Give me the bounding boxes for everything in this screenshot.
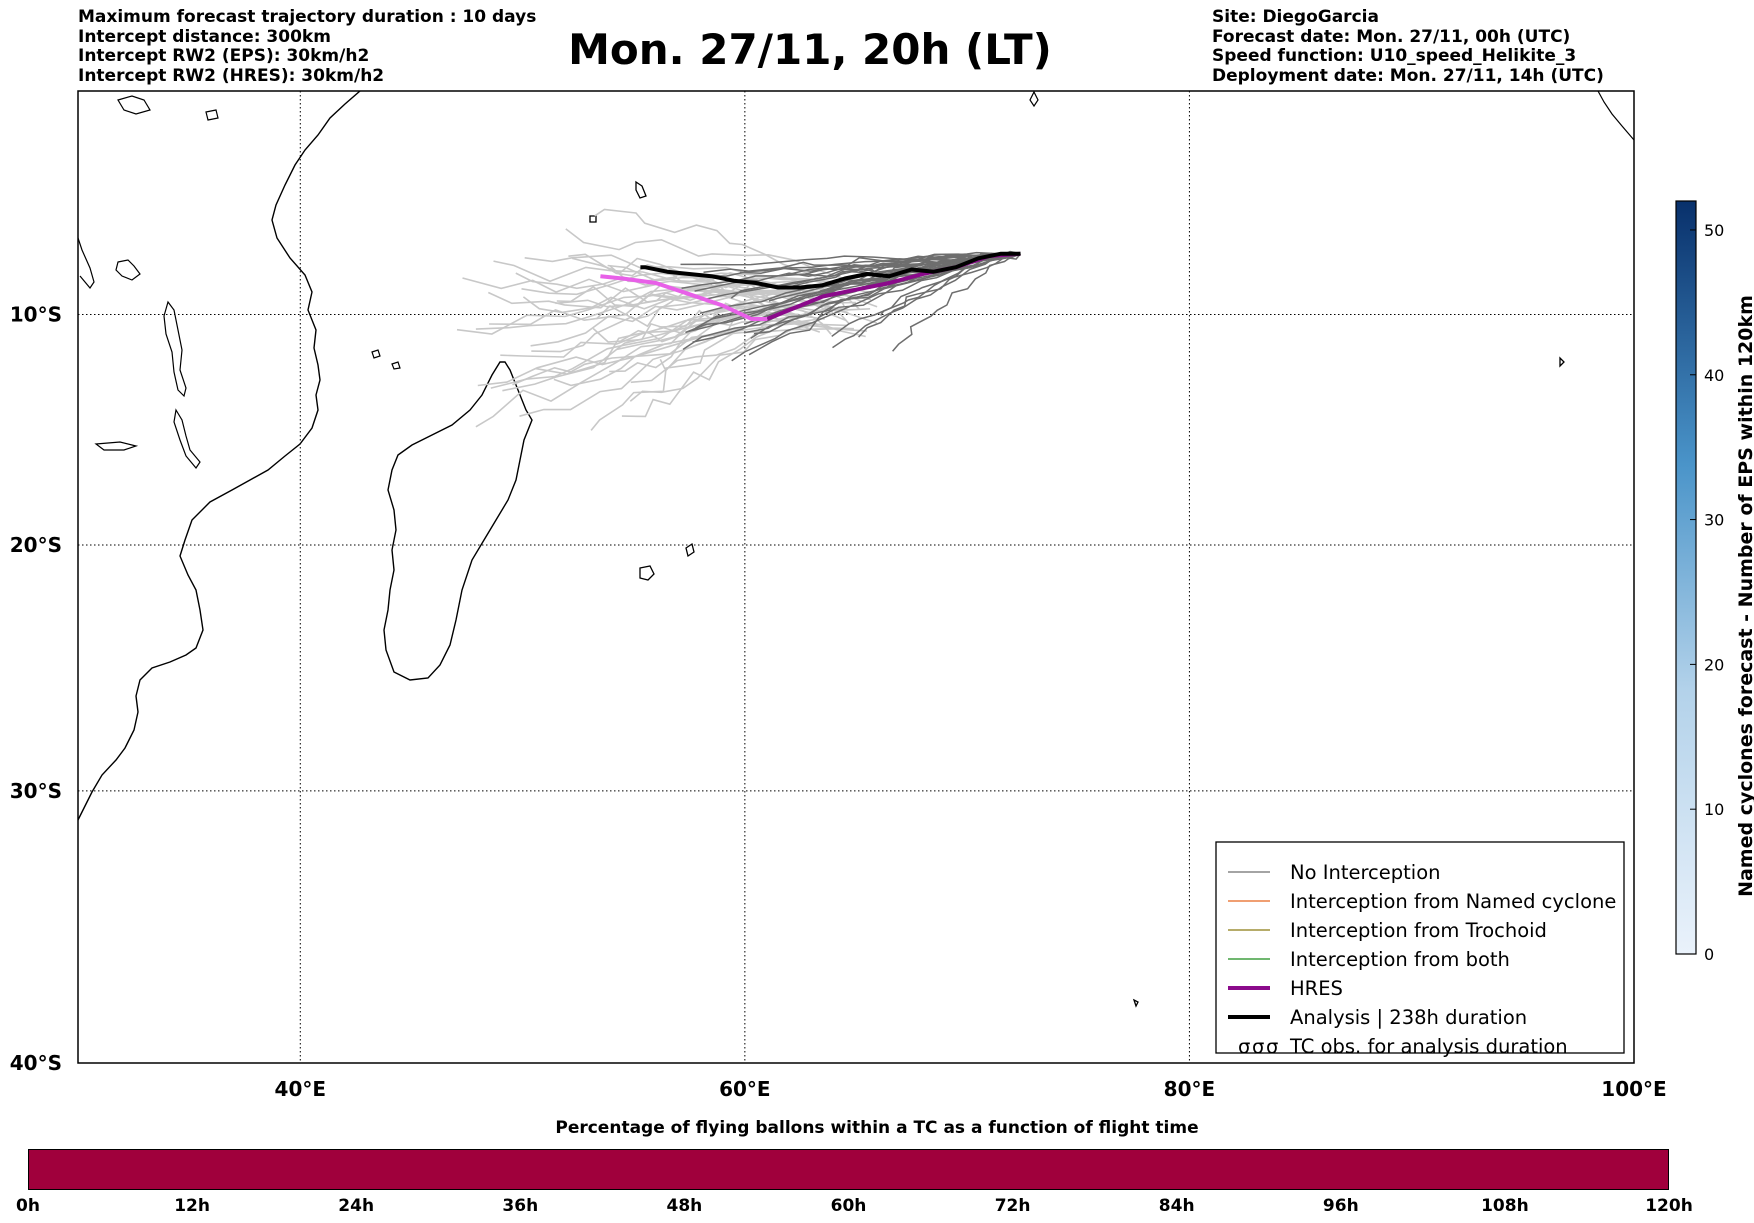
- time-bar-tick-label: 24h: [338, 1196, 375, 1216]
- header-left-line: Intercept distance: 300km: [78, 26, 331, 47]
- eps-trajectory: [858, 253, 1021, 338]
- coastline-amsterdam: [1132, 998, 1139, 1008]
- legend-box: [1215, 841, 1625, 1054]
- time-bar-tick-label: 96h: [1322, 1196, 1359, 1216]
- eps-trajectory: [553, 302, 832, 387]
- cyclone-icon: σ: [1238, 1035, 1250, 1058]
- eps-trajectory: [519, 309, 835, 417]
- time-bar: [28, 1149, 1669, 1190]
- header-right-line: Forecast date: Mon. 27/11, 00h (UTC): [1212, 26, 1571, 47]
- longitude-tick-label: 80°E: [1164, 1077, 1216, 1101]
- legend-label: No Interception: [1290, 861, 1441, 884]
- longitude-tick-label: 40°E: [275, 1077, 327, 1101]
- coastline-lake-malawi: [173, 408, 201, 470]
- time-bar-tick-label: 84h: [1158, 1196, 1195, 1216]
- time-bar-tick-label: 48h: [666, 1196, 703, 1216]
- header-right-line: Deployment date: Mon. 27/11, 14h (UTC): [1212, 65, 1604, 86]
- longitude-labels: 40°E 60°E 80°E 100°E: [275, 1077, 1667, 1101]
- eps-trajectory: [892, 253, 1021, 352]
- map-gridlines: [78, 91, 1634, 1063]
- eps-trajectory: [685, 253, 1021, 334]
- coastline-madagascar: [383, 361, 533, 681]
- eps-trajectory: [594, 208, 834, 287]
- coastline-maldives: [1029, 91, 1039, 108]
- eps-trajectory: [531, 292, 801, 353]
- legend-label: Interception from Named cyclone: [1290, 890, 1616, 913]
- colorbar-tick-label: 20: [1704, 655, 1724, 674]
- coastline-cocos: [1559, 356, 1565, 368]
- cyclone-icon: σ: [1266, 1035, 1278, 1058]
- eps-trajectory: [693, 253, 1021, 278]
- analysis-trajectory: [640, 251, 1021, 290]
- longitude-tick-label: 60°E: [719, 1077, 771, 1101]
- eps-trajectory: [521, 272, 872, 296]
- time-bar-tick-label: 0h: [16, 1196, 40, 1216]
- coastline-lake-kariba: [94, 441, 139, 451]
- latitude-tick-label: 10°S: [10, 303, 62, 327]
- time-bar-tick-label: 60h: [830, 1196, 867, 1216]
- hres-trajectory-late: [600, 274, 768, 321]
- time-bar-title: Percentage of flying ballons within a TC…: [555, 1118, 1199, 1138]
- coastline-seychelles: [589, 180, 647, 223]
- coastline-lake-tanganyika: [163, 300, 187, 398]
- header-right-line: Site: DiegoGarcia: [1212, 7, 1379, 27]
- eps-trajectory: [515, 272, 799, 316]
- colorbar-tick-label: 50: [1704, 221, 1724, 240]
- map-title: Mon. 27/11, 20h (LT): [568, 25, 1052, 74]
- legend-label: Analysis | 238h duration: [1290, 1006, 1527, 1029]
- latitude-tick-label: 20°S: [10, 533, 62, 557]
- eps-trajectory: [477, 327, 867, 387]
- coastline-comoros: [371, 349, 401, 370]
- header-left-line: Intercept RW2 (EPS): 30km/h2: [78, 46, 370, 66]
- colorbar-named-cyclones: 0 10 20 30 40 50 Named cyclones forecast - Nu…: [1675, 200, 1754, 964]
- map-frame: [77, 90, 1635, 1064]
- colorbar-gradient: [1675, 200, 1697, 955]
- header-info-right: Site: DiegoGarcia Forecast date: Mon. 27…: [1212, 7, 1604, 86]
- time-bar-tick-label: 72h: [994, 1196, 1031, 1216]
- header-info-left: Maximum forecast trajectory duration : 1…: [78, 7, 537, 86]
- time-bar-tick-label: 12h: [174, 1196, 210, 1216]
- colorbar-tick-label: 40: [1704, 366, 1724, 385]
- legend-label: TC obs. for analysis duration: [1289, 1035, 1568, 1058]
- eps-trajectory: [535, 322, 854, 375]
- header-left-line: Maximum forecast trajectory duration : 1…: [78, 7, 537, 27]
- legend-label: HRES: [1290, 977, 1343, 1000]
- colorbar-title: Named cyclones forecast - Number of EPS …: [1735, 295, 1754, 897]
- coastline-reunion: [639, 565, 655, 581]
- colorbar-tick-label: 30: [1704, 511, 1724, 530]
- legend-label: Interception from Trochoid: [1290, 919, 1547, 942]
- legend-label: Interception from both: [1290, 948, 1510, 971]
- time-bar-tick-label: 36h: [502, 1196, 539, 1216]
- eps-trajectory: [572, 257, 849, 314]
- longitude-tick-label: 100°E: [1601, 1077, 1666, 1101]
- latitude-tick-label: 30°S: [10, 779, 62, 803]
- latitude-tick-label: 40°S: [10, 1051, 62, 1075]
- header-right-line: Speed function: U10_speed_Helikite_3: [1212, 46, 1577, 66]
- colorbar-tick-label: 0: [1704, 945, 1714, 964]
- time-bar-tick-label: 108h: [1481, 1196, 1529, 1216]
- coastline-africa-north: [78, 237, 95, 290]
- coastline-sumatra: [1597, 91, 1634, 141]
- colorbar-tick-label: 10: [1704, 800, 1724, 819]
- cyclone-icon: σ: [1252, 1035, 1264, 1058]
- coastline-mauritius: [685, 542, 695, 558]
- coastline-lake-victoria: [115, 259, 141, 281]
- latitude-labels: 10°S 20°S 30°S 40°S: [10, 303, 62, 1075]
- time-bar-tick-label: 120h: [1645, 1196, 1693, 1216]
- coastline-africa: [78, 91, 361, 821]
- header-left-line: Intercept RW2 (HRES): 30km/h2: [78, 65, 385, 86]
- eps-trajectory: [681, 253, 1021, 289]
- coastline-socotra: [117, 95, 219, 121]
- map-legend: No Interception Interception from Named c…: [1215, 841, 1625, 1058]
